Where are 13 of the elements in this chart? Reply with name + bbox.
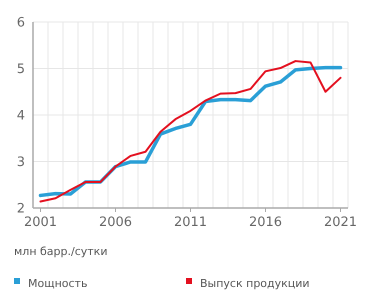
x-tick-label: 2011 — [174, 215, 208, 230]
y-tick-label: 3 — [16, 155, 25, 170]
legend-label: Выпуск продукции — [200, 276, 310, 290]
x-tick-label: 2006 — [98, 215, 132, 230]
x-tick-label: 2016 — [248, 215, 282, 230]
x-tick-label: 2021 — [324, 215, 358, 230]
y-axis-title: млн барр./сутки — [14, 245, 108, 258]
y-tick-label: 6 — [16, 16, 25, 31]
x-tick-label: 2001 — [24, 215, 58, 230]
y-tick-label: 5 — [16, 62, 25, 78]
legend-label: Мощность — [28, 276, 88, 290]
y-tick-label: 4 — [16, 108, 25, 124]
y-tick-label: 2 — [16, 202, 25, 217]
